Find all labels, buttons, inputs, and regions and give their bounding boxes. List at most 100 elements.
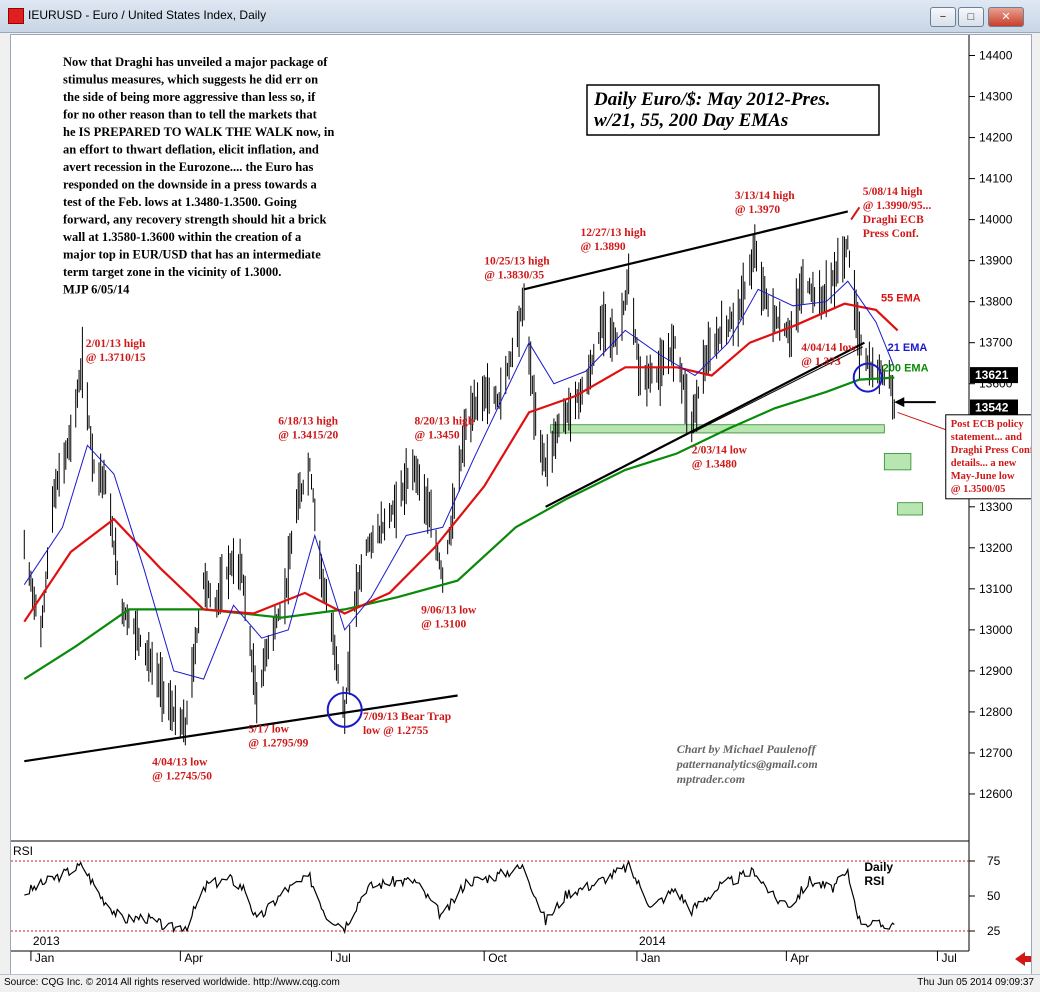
rsi-panel-label: Daily [864, 860, 893, 874]
annotation-text: 6/18/13 high [278, 416, 338, 428]
annotation-text: low @ 1.2755 [363, 725, 429, 737]
y-tick-label: 13800 [979, 295, 1013, 309]
credit-line: mptrader.com [677, 772, 745, 786]
annotation-text: 12/27/13 high [580, 227, 646, 239]
annotation-text: 2/03/14 low [692, 444, 748, 456]
y-tick-label: 13100 [979, 582, 1013, 596]
y-tick-label: 14400 [979, 49, 1013, 63]
annotation-text: Draghi ECB [863, 214, 924, 226]
commentary-line: for no other reason than to tell the mar… [63, 108, 318, 122]
annotation-text: @ 1.3710/15 [86, 352, 146, 364]
annotation-text: Press Conf. [863, 228, 919, 240]
x-tick-label: Apr [790, 951, 809, 965]
rsi-panel-label: RSI [864, 874, 884, 888]
callout-box [945, 414, 1040, 500]
commentary-line: he IS PREPARED TO WALK THE WALK now, in [63, 125, 334, 139]
y-tick-label: 14000 [979, 213, 1013, 227]
annotation-text: 2/01/13 high [86, 338, 146, 350]
commentary-line: an effort to thwart deflation, elicit in… [63, 143, 319, 157]
minimize-button[interactable]: − [930, 7, 956, 27]
annotation-text: 5/08/14 high [863, 186, 923, 198]
rsi-label: RSI [13, 844, 33, 858]
bear-trap-circle [326, 691, 363, 728]
app-icon [8, 8, 24, 24]
callout-text: May-June low [951, 471, 1015, 482]
x-tick-label: Jan [641, 951, 660, 965]
annotation-text: @ 1.3450 [414, 430, 459, 442]
price-box [970, 367, 1018, 384]
annotation-text: @ 1.3100 [421, 618, 466, 630]
annotation-text: 10/25/13 high [484, 256, 550, 268]
y-tick-label: 14300 [979, 90, 1013, 104]
commentary-line: avert recession in the Eurozone.... the … [63, 160, 313, 174]
y-tick-label: 13900 [979, 254, 1013, 268]
y-tick-label: 13200 [979, 541, 1013, 555]
y-tick-label: 12600 [979, 787, 1013, 801]
annotation-text: 3/13/14 high [735, 190, 795, 202]
price-box-label: 13542 [975, 401, 1009, 415]
credit-line: Chart by Michael Paulenoff [677, 742, 817, 756]
annotation-text: 9/06/13 low [421, 604, 477, 616]
commentary-line: major top in EUR/USD that has an interme… [63, 248, 321, 262]
annotation-text: @ 1.3970 [735, 204, 780, 216]
trendline [24, 694, 458, 763]
close-button[interactable]: ✕ [988, 7, 1024, 27]
annotation-text: 5/17 low [248, 723, 289, 735]
commentary-line: Now that Draghi has unveiled a major pac… [63, 55, 328, 69]
status-bar: Source: CQG Inc. © 2014 All rights reser… [0, 974, 1040, 992]
commentary-line: stimulus measures, which suggests he did… [63, 73, 318, 87]
trendlines [24, 210, 865, 763]
title-box [586, 84, 880, 136]
window-title: IEURUSD - Euro / United States Index, Da… [28, 8, 267, 22]
x-tick-label: Apr [184, 951, 203, 965]
callout-text: statement... and [951, 432, 1022, 443]
time-axis: Jan Apr Jul Oct Jan Apr Jul 2013 2014 [30, 934, 1031, 966]
callout-pointer [897, 411, 950, 432]
y-tick-label: 14200 [979, 131, 1013, 145]
y-tick-label: 12900 [979, 664, 1013, 678]
commentary-line: the side of being more aggressive than l… [63, 90, 316, 104]
ema-label: 21 EMA [888, 342, 928, 354]
target-zone [883, 453, 912, 471]
target-zone [897, 502, 923, 516]
commentary-line: wall at 1.3580-1.3600 within the creatio… [63, 230, 302, 244]
callout-text: Draghi Press Conf. [951, 445, 1031, 456]
annotation-text: @ 1.3890 [580, 241, 625, 253]
callout-text: details... a new [951, 458, 1017, 469]
annotation-text: 8/20/13 high [414, 416, 474, 428]
ema55-line [23, 302, 899, 623]
trendline [545, 341, 865, 508]
trendline [691, 346, 863, 434]
x-tick-label: Oct [488, 951, 507, 965]
chart-title: Daily Euro/$: May 2012-Pres. [593, 89, 830, 110]
chart-svg[interactable]: 12600 12700 12800 12900 13000 13100 13200 13300… [11, 35, 1040, 975]
x-tick-label: Jul [335, 951, 350, 965]
maximize-button[interactable]: □ [958, 7, 984, 27]
x-tick-label: Jan [35, 951, 54, 965]
commentary-line: test of the Feb. lows at 1.3480-1.3500. … [63, 195, 297, 209]
callout-text: @ 1.3500/05 [951, 484, 1006, 495]
rsi-tick-label: 50 [987, 889, 1001, 903]
price-box-label: 13621 [975, 368, 1009, 382]
rsi-tick-label: 25 [987, 924, 1001, 938]
y-tick-label: 13300 [979, 500, 1013, 514]
price-axis: 12600 12700 12800 12900 13000 13100 13200 13300… [969, 49, 1018, 801]
ema-label: 200 EMA [883, 362, 929, 374]
chart-title: w/21, 55, 200 Day EMAs [594, 110, 788, 131]
credit-line: patternanalytics@gmail.com [676, 757, 818, 771]
title-bar[interactable]: IEURUSD - Euro / United States Index, Da… [0, 0, 1040, 33]
annotation-text: @ 1.2745/50 [152, 770, 212, 782]
ema-lines [23, 280, 899, 681]
annotation-text: @ 1.373 [801, 356, 841, 368]
annotation-text: @ 1.3480 [692, 458, 737, 470]
commentary-line: term target zone in the vicinity of 1.30… [63, 265, 281, 279]
trendline [523, 210, 849, 291]
annotation-text: @ 1.2795/99 [248, 737, 308, 749]
chart-area[interactable]: 12600 12700 12800 12900 13000 13100 13200 13300… [10, 34, 1040, 976]
y-tick-label: 12700 [979, 746, 1013, 760]
callout-text: Post ECB policy [951, 419, 1025, 430]
draghi-marker [850, 206, 861, 221]
annotations: 2/01/13 high @ 1.3710/15 6/18/13 high @ 1.3… [63, 55, 1040, 786]
y-tick-label: 13000 [979, 623, 1013, 637]
marks [326, 206, 950, 728]
